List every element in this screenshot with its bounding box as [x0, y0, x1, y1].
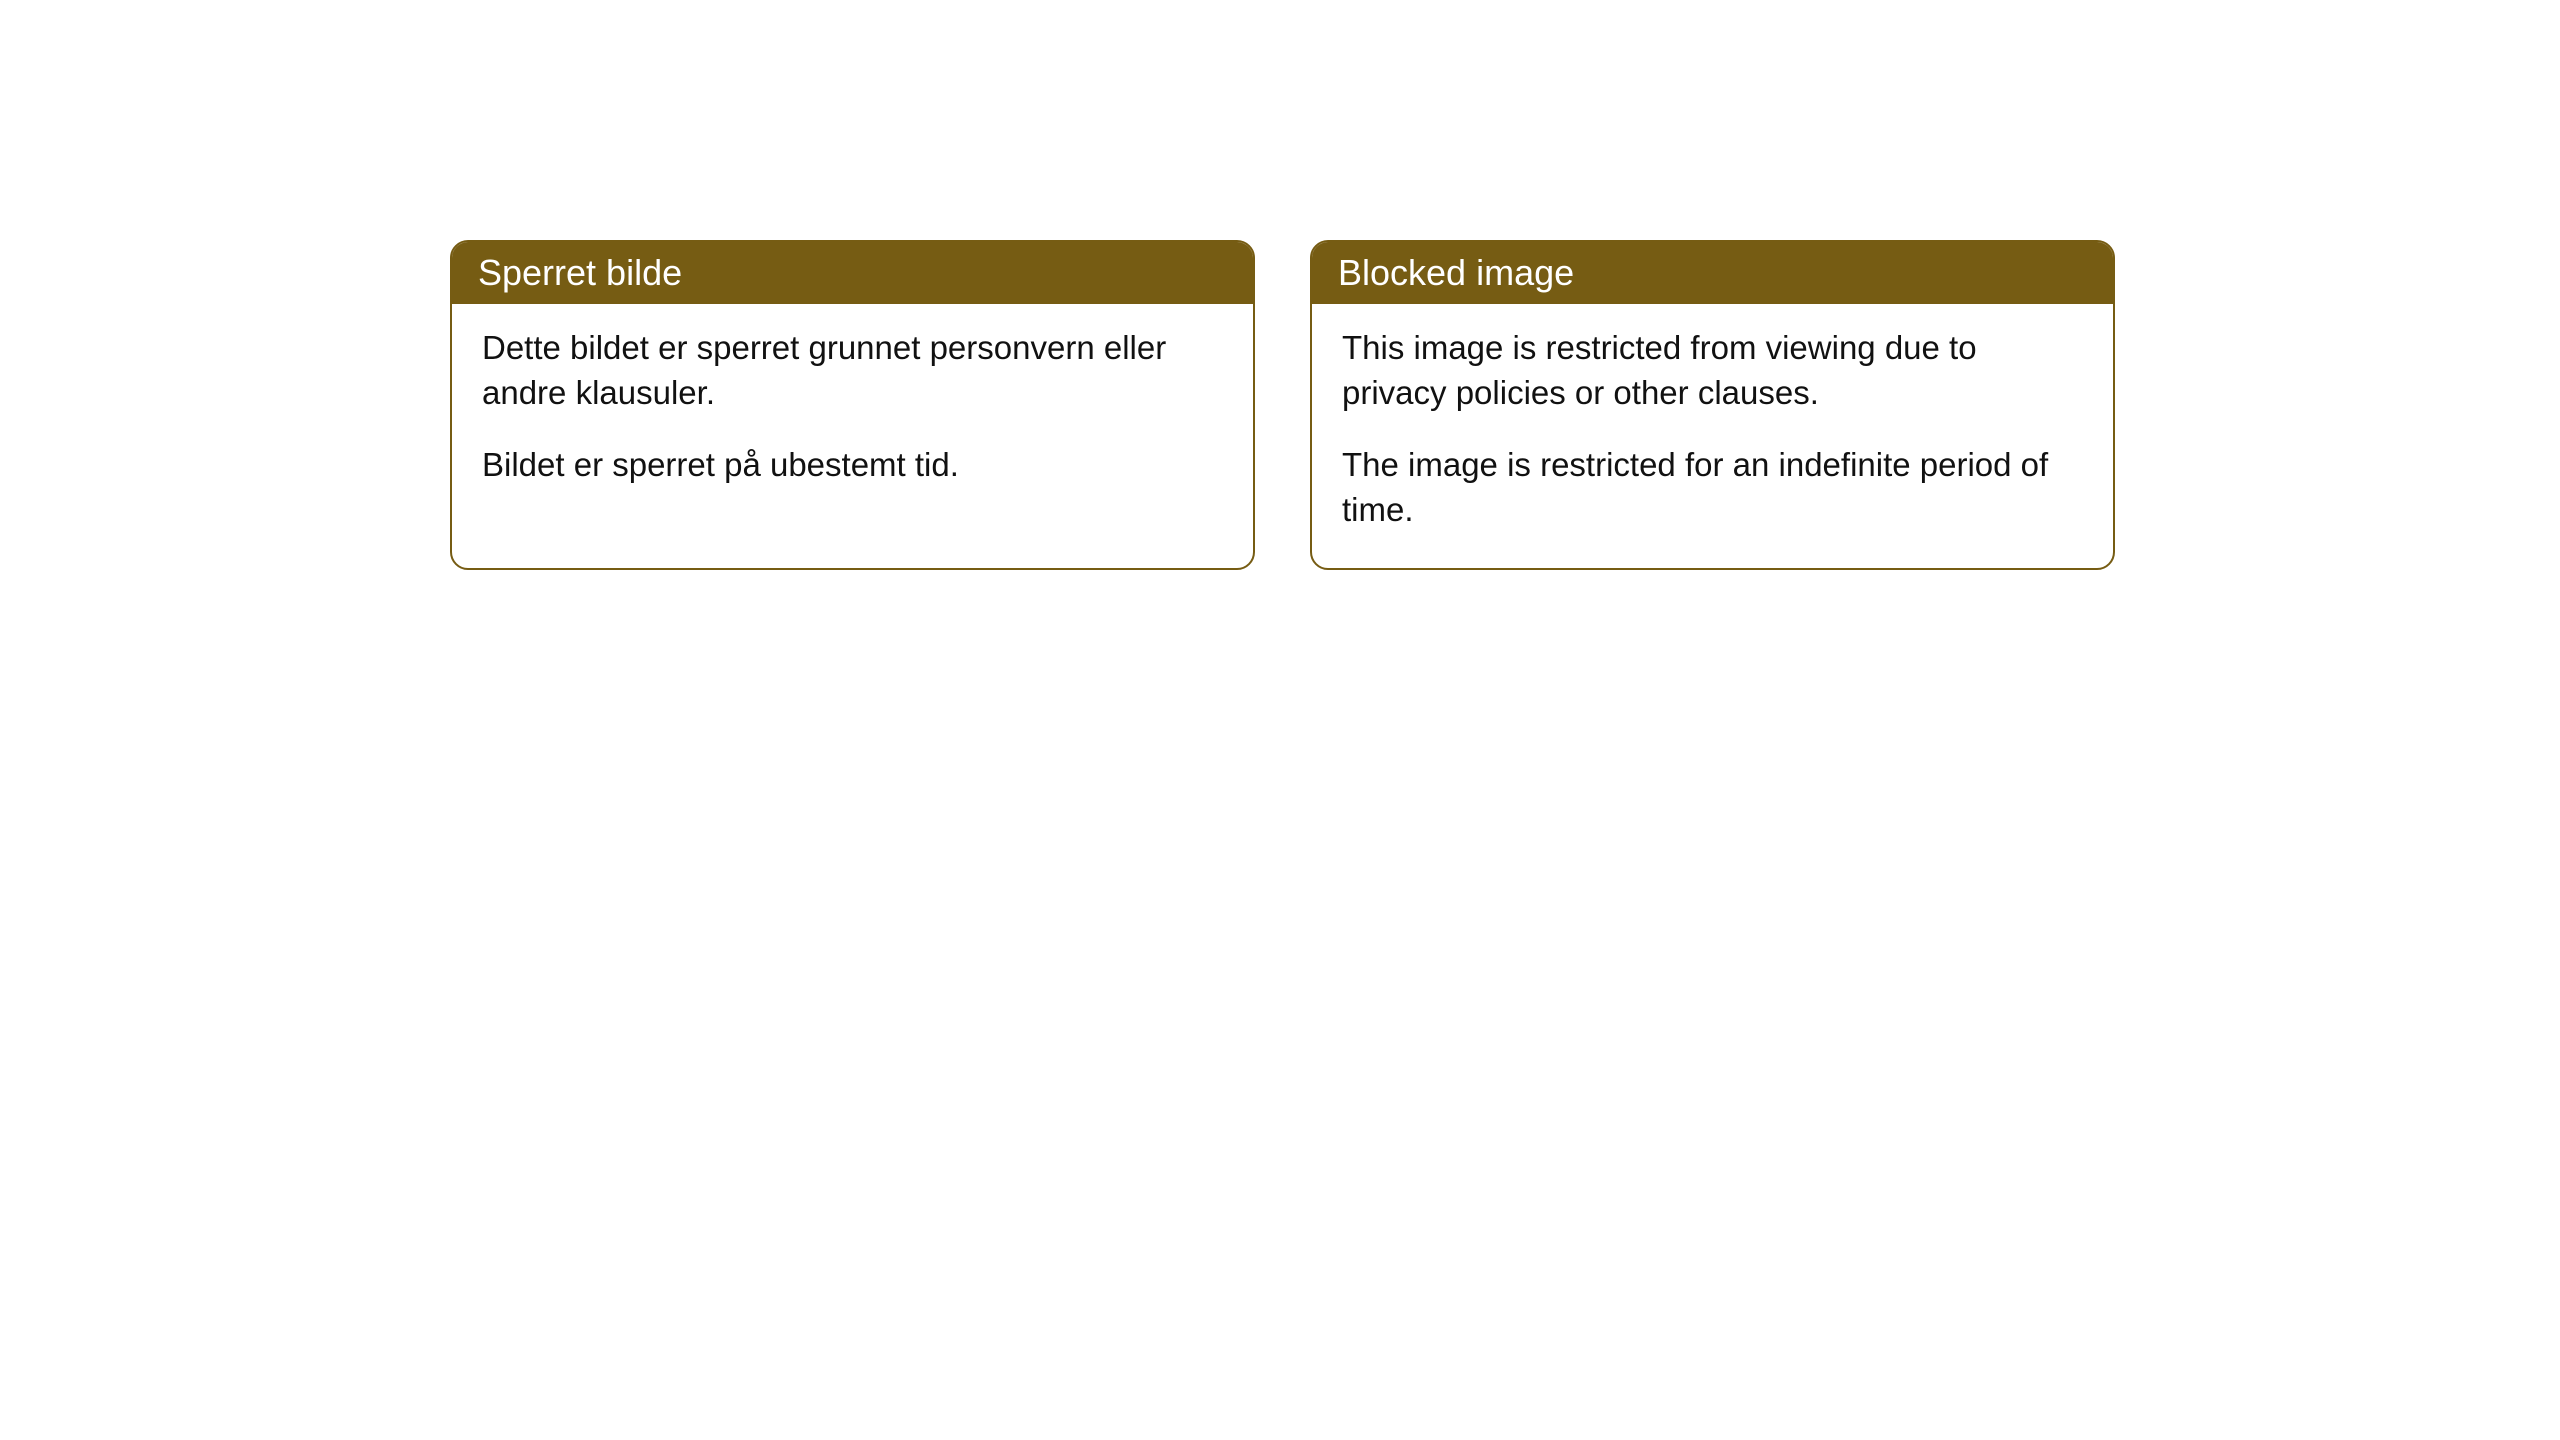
card-paragraph: Bildet er sperret på ubestemt tid.: [482, 443, 1223, 488]
card-paragraph: Dette bildet er sperret grunnet personve…: [482, 326, 1223, 415]
card-body: Dette bildet er sperret grunnet personve…: [452, 304, 1253, 524]
notice-card-norwegian: Sperret bilde Dette bildet er sperret gr…: [450, 240, 1255, 570]
notice-cards-container: Sperret bilde Dette bildet er sperret gr…: [450, 240, 2115, 570]
card-body: This image is restricted from viewing du…: [1312, 304, 2113, 568]
card-header: Blocked image: [1312, 242, 2113, 304]
card-title: Blocked image: [1338, 252, 1574, 293]
card-title: Sperret bilde: [478, 252, 682, 293]
card-paragraph: This image is restricted from viewing du…: [1342, 326, 2083, 415]
card-paragraph: The image is restricted for an indefinit…: [1342, 443, 2083, 532]
notice-card-english: Blocked image This image is restricted f…: [1310, 240, 2115, 570]
card-header: Sperret bilde: [452, 242, 1253, 304]
